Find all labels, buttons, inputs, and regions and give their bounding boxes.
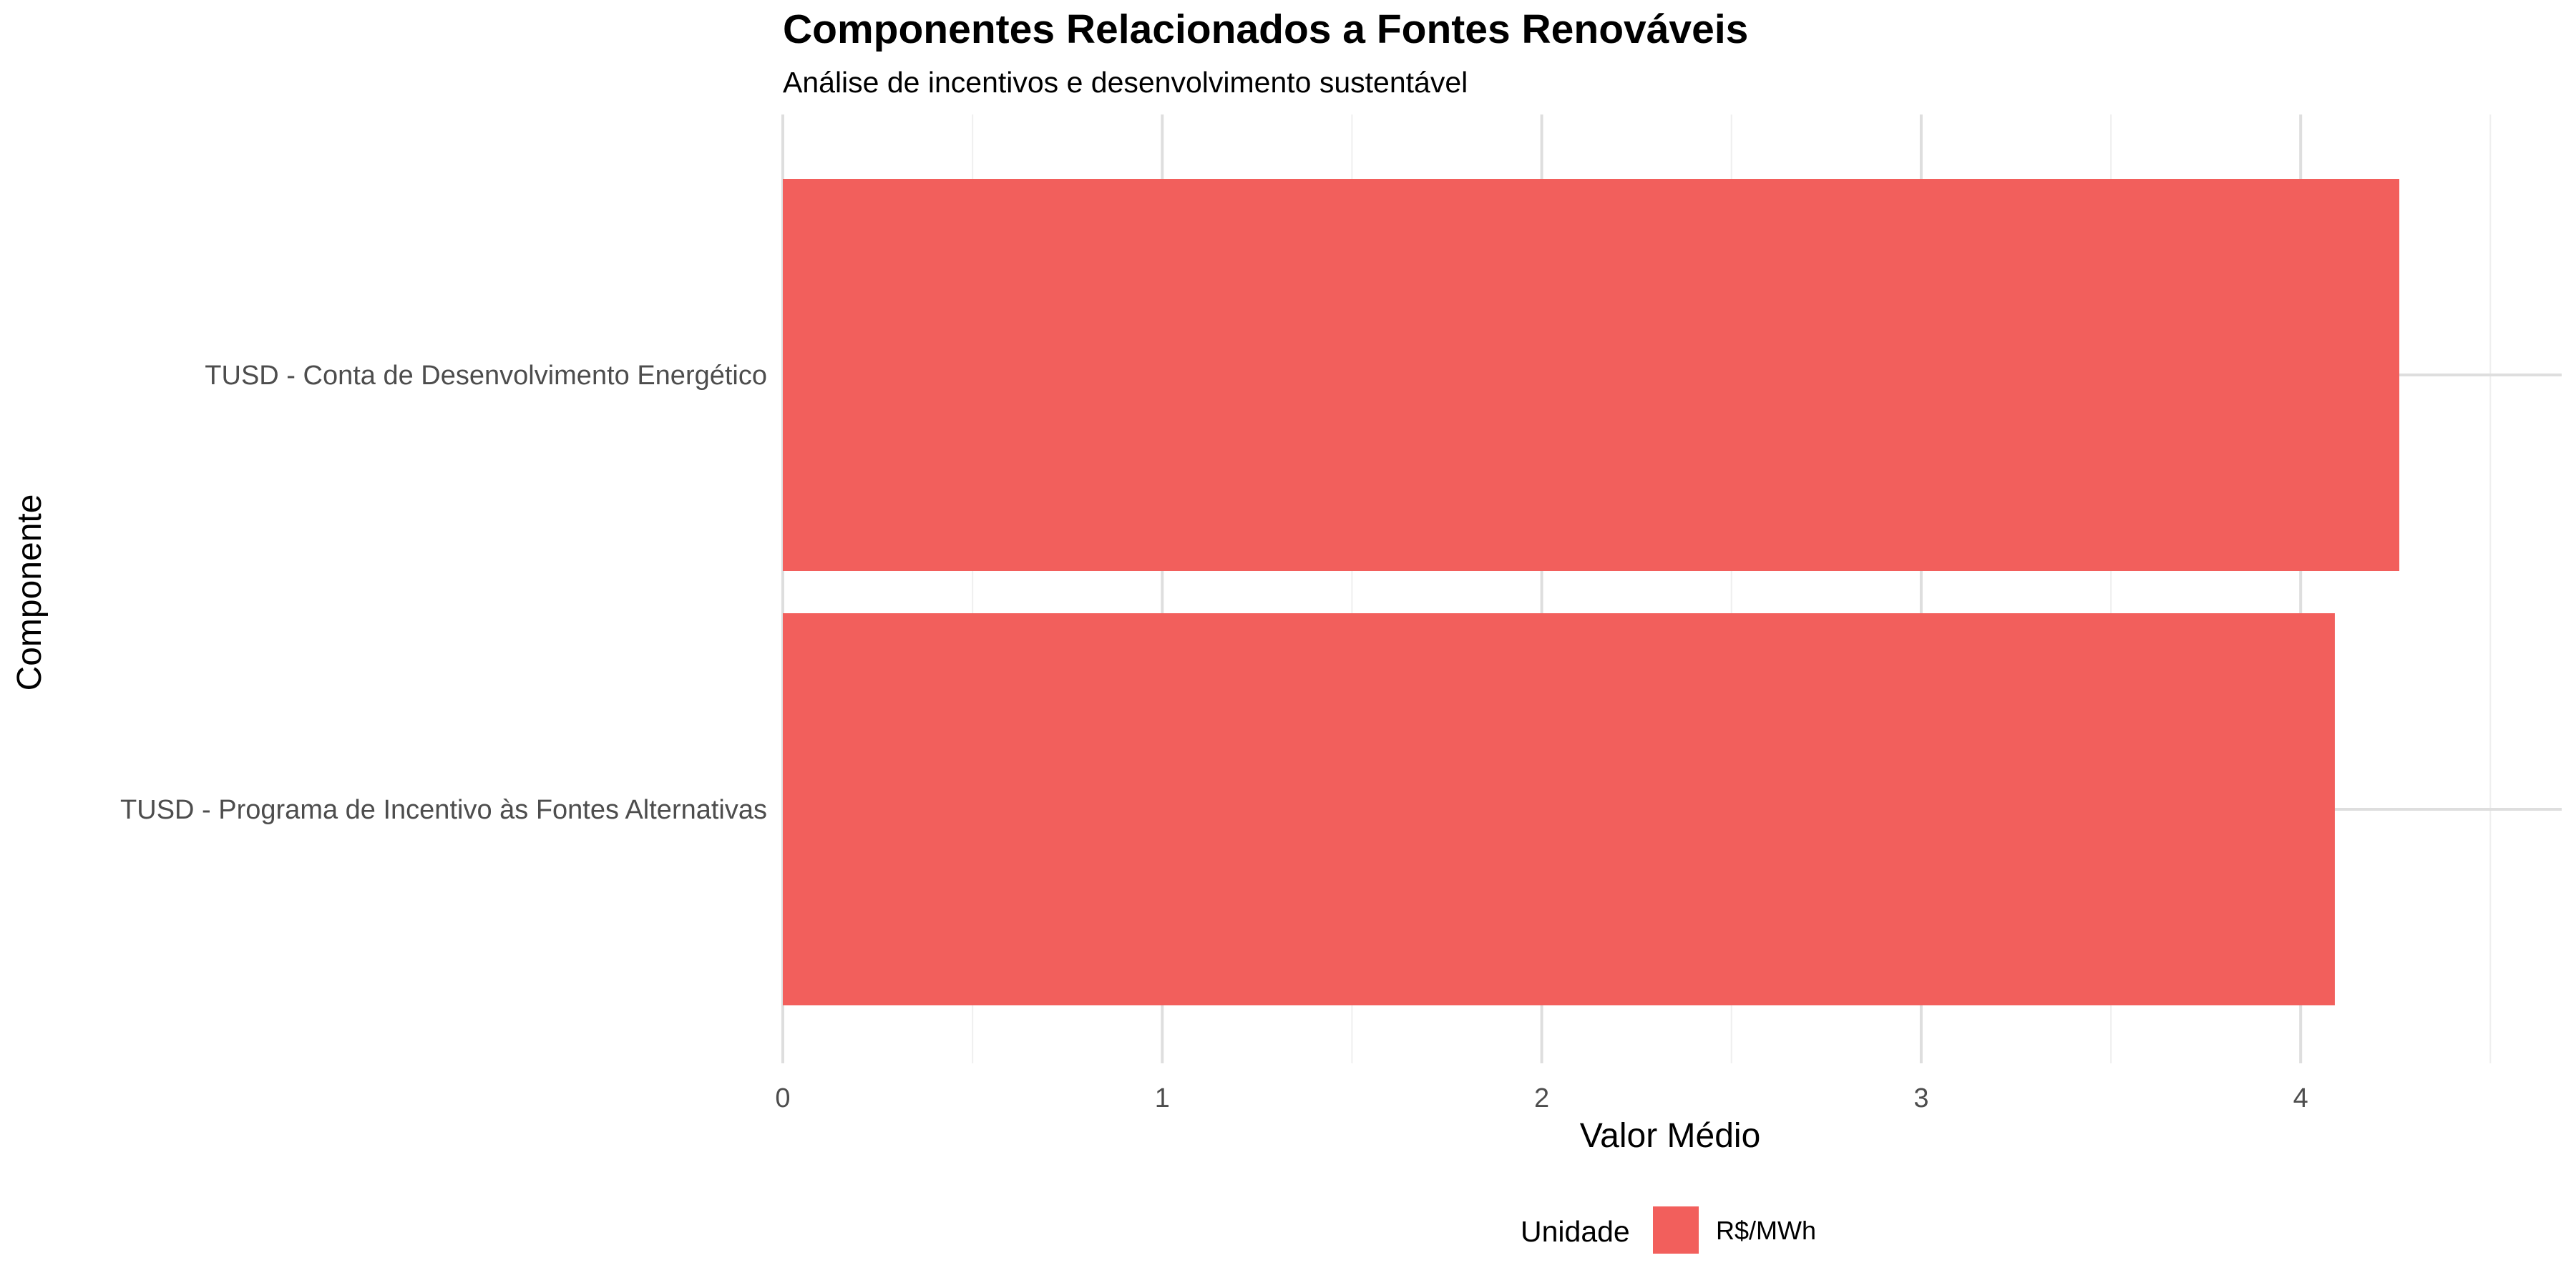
x-tick-label: 2 [1534,1083,1549,1113]
y-tick-label: TUSD - Programa de Incentivo às Fontes A… [120,795,767,825]
y-tick-label: TUSD - Conta de Desenvolvimento Energéti… [205,361,767,391]
x-tick-label: 4 [2293,1083,2308,1113]
legend-title: Unidade [1521,1215,1630,1248]
y-axis-ticks: TUSD - Conta de Desenvolvimento Energéti… [120,361,767,825]
legend: Unidade R$/MWh [1521,1206,1816,1254]
chart-subtitle: Análise de incentivos e desenvolvimento … [783,66,1468,99]
x-axis-title: Valor Médio [1580,1117,1761,1155]
chart-title: Componentes Relacionados a Fontes Renová… [783,6,1748,52]
legend-swatch [1653,1206,1699,1254]
bar [783,613,2335,1005]
x-axis-ticks: 0 1 2 3 4 [775,1083,2308,1113]
y-axis-title: Componente [11,494,49,691]
legend-label: R$/MWh [1716,1216,1816,1245]
x-tick-label: 0 [775,1083,790,1113]
x-tick-label: 1 [1155,1083,1170,1113]
bar [783,179,2400,571]
bars [783,179,2400,1005]
x-tick-label: 3 [1913,1083,1928,1113]
